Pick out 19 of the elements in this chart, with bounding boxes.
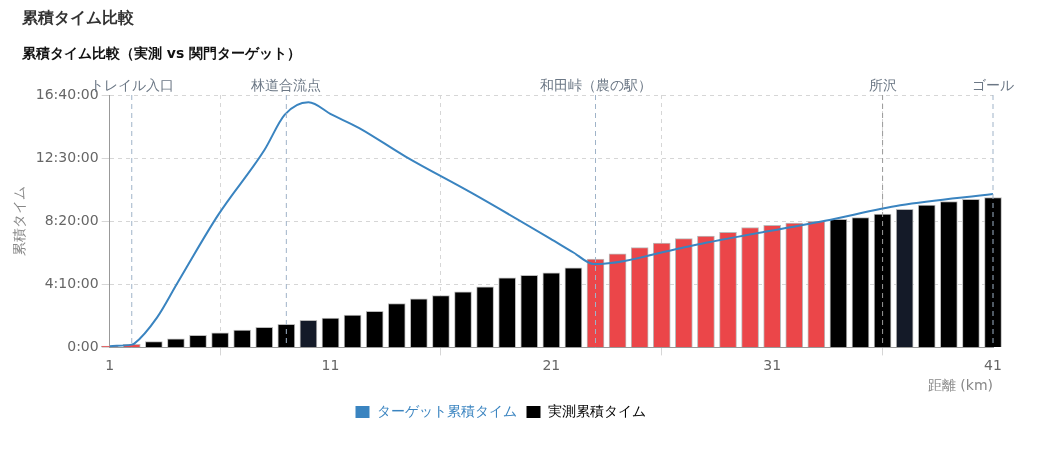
y-tick-label: 0:00 (67, 338, 99, 355)
x-tick-label: 31 (763, 357, 782, 374)
chart-subtitle: 累積タイム比較（実測 vs 関門ターゲット） (22, 45, 303, 63)
ref-line-label: 和田峠（農の駅） (539, 76, 652, 93)
ref-line-label: 所沢 (868, 76, 897, 93)
legend-label: 実測累積タイム (547, 402, 646, 419)
y-axis-title: 累積タイム (11, 186, 28, 257)
x-tick-label: 41 (984, 357, 1002, 374)
x-tick-label: 21 (542, 357, 561, 374)
ref-line-label: 林道合流点 (250, 76, 322, 93)
y-tick-label: 8:20:00 (44, 211, 99, 228)
chart-title: 累積タイム比較 (22, 8, 135, 29)
x-axis-title: 距離 (km) (927, 377, 993, 394)
y-tick-label: 12:30:00 (35, 148, 99, 165)
legend-label: ターゲット累積タイム (376, 402, 517, 419)
x-tick-label: 1 (105, 357, 115, 374)
y-tick-label: 4:10:00 (44, 274, 99, 291)
x-tick-label: 11 (321, 357, 340, 374)
ref-line-label: ゴール (972, 76, 1014, 93)
